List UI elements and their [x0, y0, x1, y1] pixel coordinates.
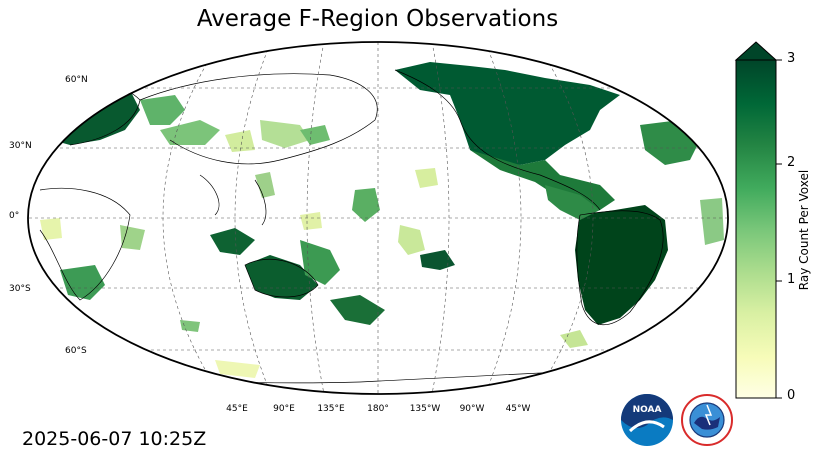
lon-label-135e: 135°E — [317, 404, 345, 414]
lat-label-30n: 30°N — [9, 141, 32, 151]
colorbar-label: Ray Count Per Voxel — [797, 169, 811, 291]
colorbar-gradient — [735, 59, 777, 399]
colorbar — [734, 41, 782, 399]
lat-label-0: 0° — [9, 211, 20, 221]
lat-label-60n: 60°N — [65, 75, 88, 85]
lon-label-135w: 135°W — [409, 404, 441, 414]
lon-label-45w: 45°W — [505, 404, 531, 414]
lon-label-90w: 90°W — [459, 404, 485, 414]
colorbar-extend-arrow — [734, 41, 778, 61]
lat-label-60s: 60°S — [65, 346, 87, 356]
graticule — [29, 42, 728, 394]
noaa-logo: NOAA — [621, 394, 673, 446]
lat-label-30s: 30°S — [9, 284, 31, 294]
colorbar-tick-1: 1 — [787, 272, 796, 287]
density-south-america — [575, 205, 668, 325]
nws-logo — [681, 394, 733, 446]
map-title: Average F-Region Observations — [196, 6, 559, 32]
lon-label-180: 180° — [367, 404, 389, 414]
timestamp: 2025-06-07 10:25Z — [22, 428, 207, 450]
density-australia — [245, 255, 318, 300]
colorbar-tick-3: 3 — [787, 51, 796, 66]
lon-label-45e: 45°E — [226, 404, 248, 414]
colorbar-tick-0: 0 — [787, 388, 796, 403]
svg-text:NOAA: NOAA — [633, 405, 662, 415]
colorbar-tick-2: 2 — [787, 155, 796, 170]
globe-outline — [27, 41, 729, 395]
lon-label-90e: 90°E — [273, 404, 295, 414]
